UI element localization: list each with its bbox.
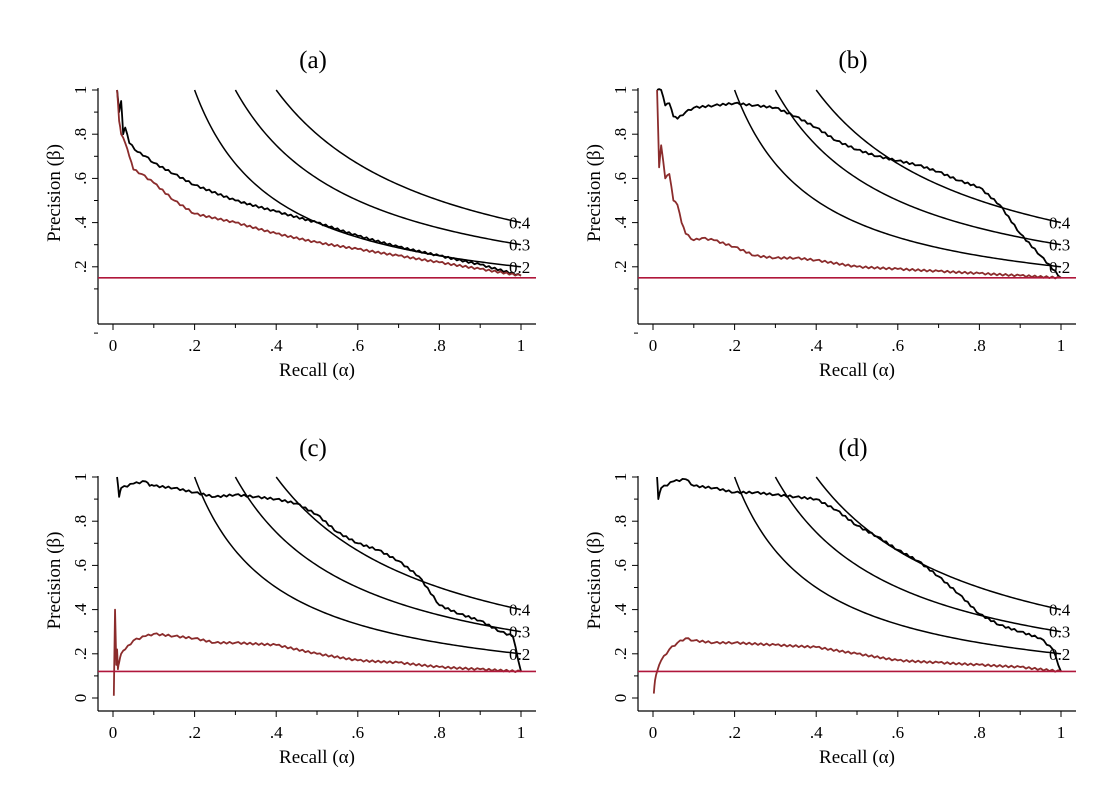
x-tick-label: 1	[517, 336, 526, 355]
x-tick-label: .8	[973, 723, 986, 742]
iso-curve-0.3	[234, 476, 522, 633]
x-tick-label: .8	[433, 336, 446, 355]
x-tick-label: 1	[1057, 723, 1066, 742]
model-precision-recall-curve	[656, 476, 1062, 672]
model-precision-recall-curve	[656, 88, 1062, 279]
x-tick-label: 0	[649, 336, 658, 355]
y-axis-title: Precision (β)	[584, 144, 605, 242]
y-tick-label: 0	[71, 694, 90, 703]
panel-title: (c)	[299, 435, 327, 462]
baseline-precision-recall-curve	[656, 89, 1062, 280]
iso-curve-label: 0.2	[509, 258, 530, 277]
model-precision-recall-curve	[116, 89, 522, 277]
x-tick-label: .4	[270, 723, 283, 742]
y-tick-label: .8	[71, 128, 90, 141]
y-axis-title: Precision (β)	[44, 144, 65, 242]
y-tick-label: .6	[611, 172, 630, 185]
y-tick-label: .2	[611, 260, 630, 273]
y-axis-title: Precision (β)	[584, 532, 605, 630]
x-tick-label: .4	[810, 723, 823, 742]
y-tick-label: 1	[611, 473, 630, 482]
iso-curve-0.4	[815, 476, 1062, 611]
iso-curve-label: 0.4	[1049, 601, 1071, 620]
x-tick-label: .6	[891, 723, 904, 742]
iso-curve-0.4	[815, 89, 1062, 224]
x-tick-label: .4	[270, 336, 283, 355]
x-tick-label: .6	[351, 336, 364, 355]
x-axis-title: Recall (α)	[819, 747, 895, 768]
y-tick-label: .4	[71, 216, 90, 229]
iso-curve-0.2	[193, 476, 522, 655]
x-tick-label: .4	[810, 336, 823, 355]
iso-curve-label: 0.3	[1049, 236, 1070, 255]
panel-title: (d)	[838, 435, 867, 462]
y-tick-label: .8	[71, 515, 90, 528]
x-tick-label: .2	[188, 336, 201, 355]
y-tick-label: .8	[611, 515, 630, 528]
iso-curve-label: 0.3	[1049, 623, 1070, 642]
iso-curve-label: 0.4	[509, 214, 531, 233]
x-tick-label: .8	[973, 336, 986, 355]
y-tick-label: .4	[71, 603, 90, 616]
iso-curve-0.3	[234, 89, 522, 246]
panel-title: (b)	[838, 47, 867, 74]
y-tick-label: .6	[71, 172, 90, 185]
iso-curve-0.2	[733, 89, 1062, 268]
iso-curve-label: 0.4	[1049, 214, 1071, 233]
baseline-precision-recall-curve	[112, 608, 522, 696]
iso-curve-0.2	[733, 476, 1062, 655]
x-tick-label: .2	[728, 336, 741, 355]
iso-curve-0.3	[774, 89, 1062, 246]
x-tick-label: 0	[109, 336, 118, 355]
y-tick-label: .2	[611, 647, 630, 660]
y-tick-label: 1	[71, 86, 90, 95]
iso-curve-0.2	[193, 89, 522, 268]
y-tick-label: .8	[611, 128, 630, 141]
y-axis-title: Precision (β)	[44, 532, 65, 630]
y-tick-label: .6	[71, 559, 90, 572]
y-tick-label: .2	[71, 647, 90, 660]
x-tick-label: .6	[891, 336, 904, 355]
x-tick-label: .2	[728, 723, 741, 742]
iso-curve-label: 0.3	[509, 623, 530, 642]
panel-title: (a)	[299, 47, 327, 74]
iso-curve-label: 0.3	[509, 236, 530, 255]
iso-curve-0.4	[275, 476, 522, 611]
y-tick-label: .6	[611, 559, 630, 572]
baseline-precision-recall-curve	[652, 637, 1062, 694]
x-tick-label: 1	[1057, 336, 1066, 355]
iso-curve-0.3	[774, 476, 1062, 633]
x-tick-label: .6	[351, 723, 364, 742]
y-tick-label: 1	[71, 473, 90, 482]
iso-curve-label: 0.2	[1049, 645, 1070, 664]
y-tick-label: 1	[611, 86, 630, 95]
model-precision-recall-curve	[116, 476, 522, 672]
iso-curve-label: 0.4	[509, 601, 531, 620]
x-tick-label: 0	[649, 723, 658, 742]
baseline-precision-recall-curve	[116, 89, 522, 277]
iso-curve-label: 0.2	[1049, 258, 1070, 277]
x-tick-label: .8	[433, 723, 446, 742]
x-tick-label: 1	[517, 723, 526, 742]
x-axis-title: Recall (α)	[819, 360, 895, 381]
y-tick-label: .4	[611, 603, 630, 616]
y-tick-label: 0	[611, 694, 630, 703]
x-axis-title: Recall (α)	[279, 360, 355, 381]
y-tick-label: .2	[71, 260, 90, 273]
iso-curve-0.4	[275, 89, 522, 224]
x-tick-label: 0	[109, 723, 118, 742]
y-tick-label: .4	[611, 216, 630, 229]
x-tick-label: .2	[188, 723, 201, 742]
x-axis-title: Recall (α)	[279, 747, 355, 768]
iso-curve-label: 0.2	[509, 645, 530, 664]
